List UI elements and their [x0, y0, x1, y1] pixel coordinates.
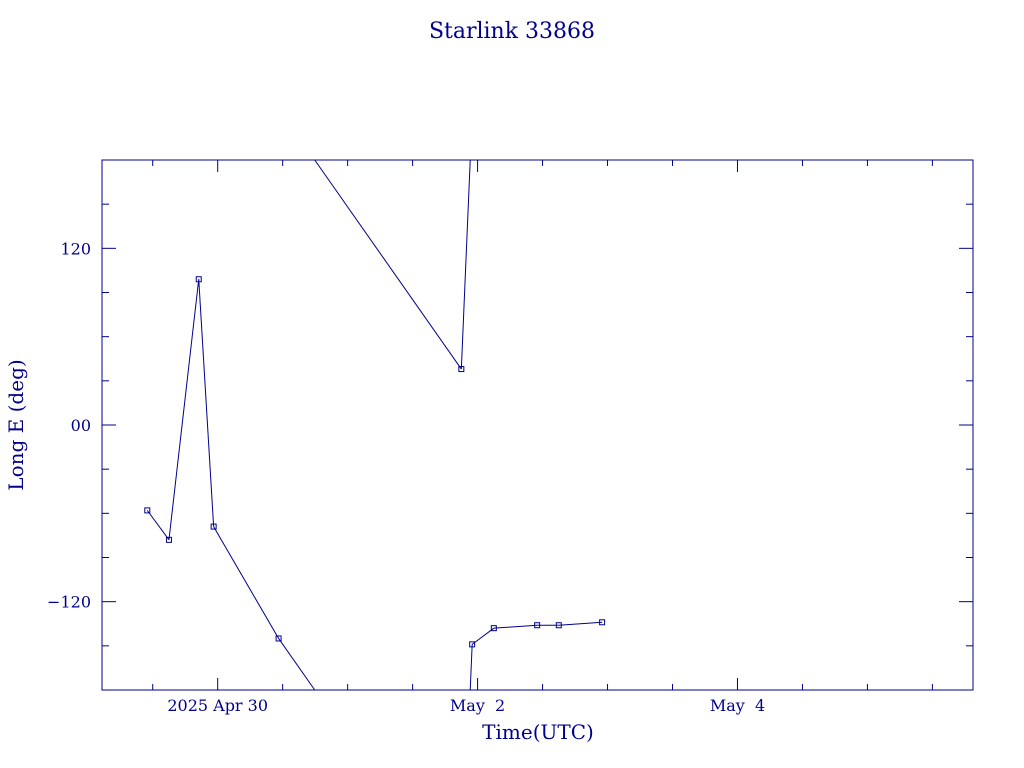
chart-title: Starlink 33868	[429, 19, 595, 44]
series-line-segment	[469, 644, 473, 691]
axis-ticks	[102, 160, 973, 690]
plot-frame	[101, 159, 974, 691]
y-tick-label: 00	[71, 416, 91, 435]
series-line-segment	[471, 627, 495, 645]
series-line-segment	[146, 510, 170, 541]
x-tick-label: May 4	[710, 696, 765, 715]
x-axis-label: Time(UTC)	[482, 720, 594, 744]
y-axis-label: Long E (deg)	[4, 359, 28, 490]
series-line-segment	[460, 159, 471, 370]
data-point	[275, 635, 282, 642]
y-tick-label: 120	[60, 239, 91, 258]
data-series	[146, 159, 603, 691]
data-point	[458, 366, 465, 373]
series-line-segment	[168, 279, 200, 540]
series-line-segment	[314, 159, 462, 370]
data-point	[165, 536, 172, 543]
data-point	[599, 619, 606, 626]
x-tick-label: May 2	[450, 696, 505, 715]
data-point	[195, 276, 202, 283]
data-point	[490, 625, 497, 632]
data-point	[210, 523, 217, 530]
series-line-segment	[278, 638, 316, 691]
tick-labels: 120 00 −120 2025 Apr 30 May 2 May 4	[47, 239, 765, 715]
series-line-segment	[213, 526, 280, 639]
data-point	[555, 622, 562, 629]
y-tick-label: −120	[47, 593, 91, 612]
x-tick-label: 2025 Apr 30	[167, 696, 268, 715]
series-line-segment	[198, 279, 215, 527]
series-line-segment	[558, 621, 603, 626]
data-markers	[144, 276, 606, 648]
series-line-segment	[493, 624, 538, 629]
data-point	[469, 641, 476, 648]
data-point	[534, 622, 541, 629]
data-point	[144, 507, 151, 514]
